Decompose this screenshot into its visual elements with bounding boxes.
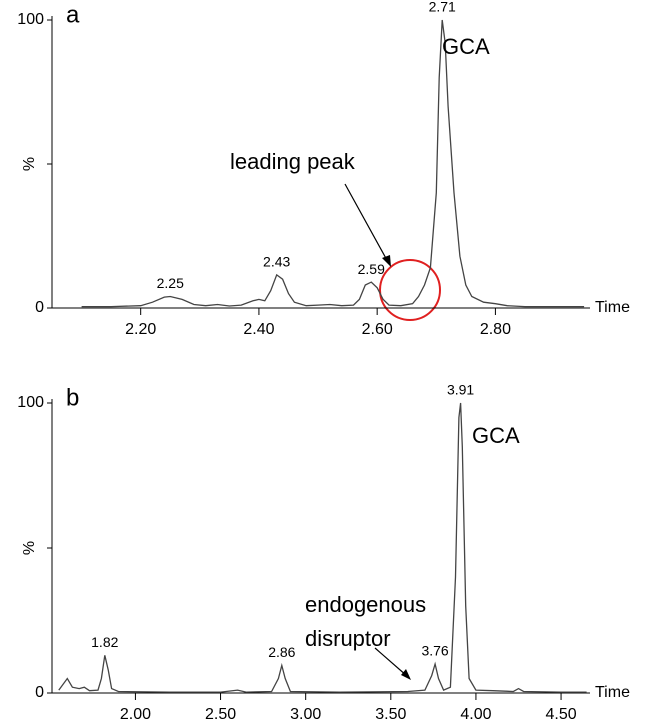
y-tick-label: 100 bbox=[17, 11, 44, 28]
x-tick-label: 2.60 bbox=[362, 321, 393, 338]
peak-label: 2.43 bbox=[263, 254, 290, 270]
x-tick-label: 2.50 bbox=[205, 706, 236, 723]
annotation: disruptor bbox=[305, 626, 391, 651]
y-axis-label: % bbox=[21, 157, 38, 171]
x-tick-label: 3.00 bbox=[290, 706, 321, 723]
highlight-circle bbox=[379, 259, 441, 321]
x-tick-label: 2.40 bbox=[243, 321, 274, 338]
peak-label: 1.82 bbox=[91, 634, 118, 650]
y-tick-label: 0 bbox=[35, 299, 44, 316]
peak-label: 3.76 bbox=[421, 643, 448, 659]
peak-label: 2.25 bbox=[157, 275, 184, 291]
panel-letter: b bbox=[66, 384, 79, 411]
y-tick-label: 0 bbox=[35, 684, 44, 701]
arrow bbox=[344, 183, 389, 263]
annotation: GCA bbox=[442, 34, 490, 59]
x-tick-label: 4.00 bbox=[460, 706, 491, 723]
x-tick-label: 2.80 bbox=[480, 321, 511, 338]
peak-label: 2.59 bbox=[358, 261, 385, 277]
x-tick-label: 2.00 bbox=[120, 706, 151, 723]
arrow-head bbox=[382, 255, 391, 267]
peak-label: 3.91 bbox=[447, 382, 474, 398]
arrow bbox=[374, 647, 408, 677]
annotation: GCA bbox=[472, 423, 520, 448]
chromatogram-line bbox=[81, 19, 585, 308]
x-axis-label: Time bbox=[595, 299, 630, 316]
arrow-head bbox=[401, 669, 411, 680]
x-axis-label: Time bbox=[595, 684, 630, 701]
chromatogram-line bbox=[58, 402, 587, 693]
x-tick-label: 2.20 bbox=[125, 321, 156, 338]
peak-label: 2.71 bbox=[429, 0, 456, 15]
panel-letter: a bbox=[66, 1, 80, 28]
x-tick-label: 4.50 bbox=[545, 706, 576, 723]
annotation: leading peak bbox=[230, 149, 356, 174]
x-tick-label: 3.50 bbox=[375, 706, 406, 723]
peak-label: 2.86 bbox=[268, 644, 295, 660]
y-tick-label: 100 bbox=[17, 394, 44, 411]
annotation: endogenous bbox=[305, 592, 426, 617]
y-axis-label: % bbox=[21, 541, 38, 555]
